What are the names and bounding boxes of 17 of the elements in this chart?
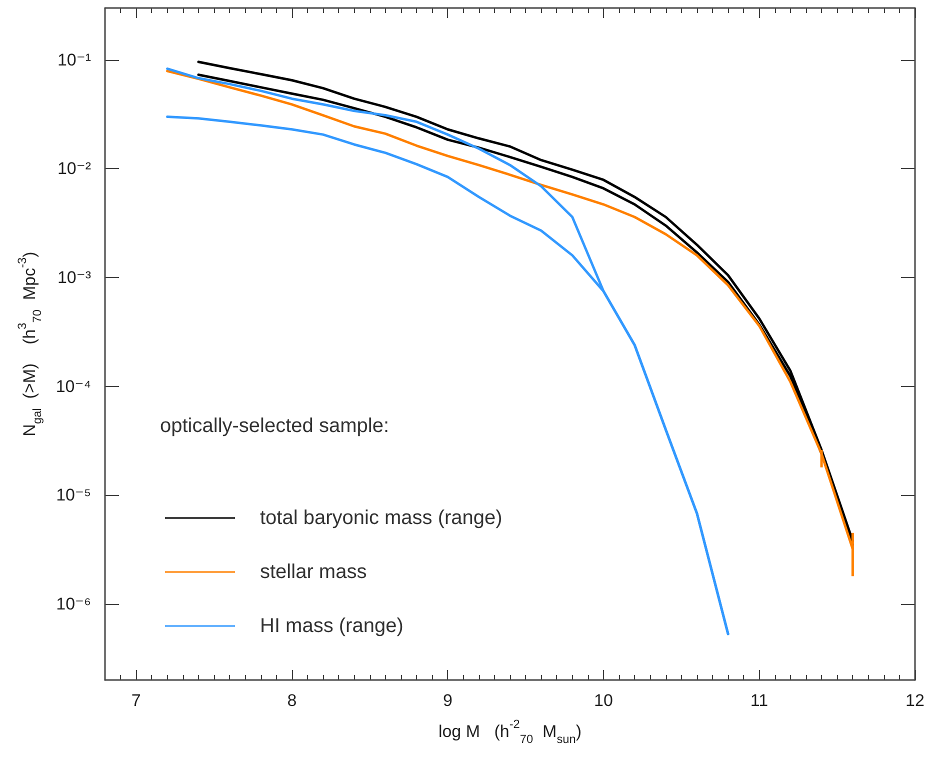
legend-label: total baryonic mass (range)	[260, 507, 502, 529]
legend-label: HI mass (range)	[260, 615, 404, 637]
x-tick-label: 11	[750, 691, 768, 710]
x-tick-label: 7	[131, 691, 141, 710]
y-tick-label: 10⁻²	[57, 159, 92, 178]
y-tick-label: 10⁻⁶	[56, 594, 91, 614]
x-tick-label: 12	[906, 691, 924, 710]
y-tick-label: 10⁻⁴	[56, 376, 91, 396]
y-tick-label: 10⁻³	[57, 268, 92, 288]
y-axis-title: Ngal (>M) (h370 Mpc-3)	[14, 252, 44, 436]
x-tick-label: 9	[442, 691, 452, 710]
x-tick-label: 10	[594, 691, 613, 710]
legend-title: optically-selected sample:	[160, 415, 389, 437]
x-tick-label: 8	[287, 691, 297, 710]
y-tick-label: 10⁻⁵	[56, 486, 91, 505]
y-tick-label: 10⁻¹	[57, 50, 92, 70]
legend-label: stellar mass	[260, 561, 367, 583]
